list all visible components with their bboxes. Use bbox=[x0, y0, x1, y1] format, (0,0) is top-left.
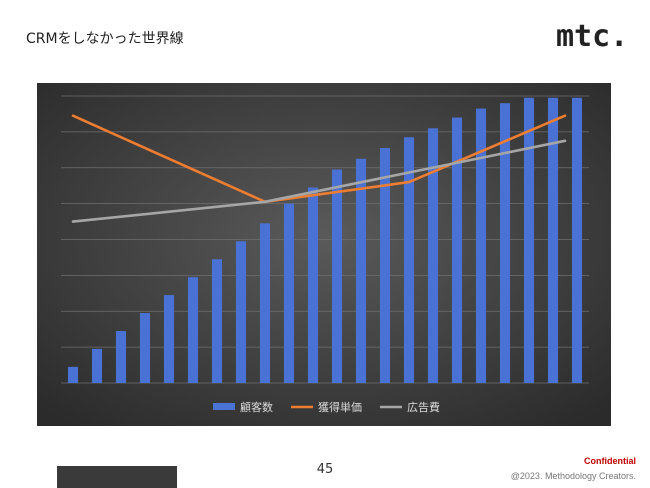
lines bbox=[71, 114, 567, 223]
bar-customers bbox=[499, 103, 511, 384]
bar-customers bbox=[451, 117, 463, 384]
bar-customers bbox=[523, 97, 535, 383]
legend-label-acquisition-cost: 獲得単価 bbox=[318, 400, 362, 414]
bar-customers bbox=[115, 330, 127, 383]
bar-customers bbox=[547, 97, 559, 383]
bar-customers bbox=[163, 295, 175, 383]
bar-customers bbox=[307, 187, 319, 383]
bar-customers bbox=[235, 241, 247, 383]
bar-customers bbox=[91, 348, 103, 383]
confidential-label: Confidential bbox=[584, 456, 636, 466]
legend-label-ad-spend: 広告費 bbox=[407, 400, 440, 414]
bar-customers bbox=[67, 366, 79, 383]
bar-customers bbox=[331, 169, 343, 383]
chart-svg: 顧客数 獲得単価 広告費 bbox=[37, 83, 611, 426]
bar-customers bbox=[403, 137, 415, 383]
bar-customers bbox=[379, 148, 391, 383]
bar-customers bbox=[571, 97, 583, 383]
mtc-logo: mtc. bbox=[556, 19, 629, 54]
bar-customers bbox=[139, 313, 151, 383]
bar-customers bbox=[475, 108, 487, 384]
bar-customers bbox=[211, 259, 223, 383]
bar-customers bbox=[283, 203, 295, 383]
bar-customers bbox=[259, 223, 271, 383]
copyright-text: @2023. Methodology Creators. bbox=[510, 471, 636, 481]
bars-customers bbox=[67, 97, 583, 384]
chart-background bbox=[37, 83, 611, 426]
footer-dark-block bbox=[57, 466, 177, 488]
bar-customers bbox=[187, 277, 199, 383]
page-number: 45 bbox=[316, 462, 334, 477]
legend-key-customers bbox=[213, 403, 235, 410]
combo-chart: 顧客数 獲得単価 広告費 bbox=[37, 83, 611, 426]
bar-customers bbox=[355, 158, 367, 383]
slide-title: CRMをしなかった世界線 bbox=[26, 31, 184, 47]
legend-label-customers: 顧客数 bbox=[240, 400, 273, 414]
legend: 顧客数 獲得単価 広告費 bbox=[213, 400, 440, 414]
bar-customers bbox=[427, 128, 439, 383]
line-ad-spend bbox=[71, 139, 567, 223]
line-acquisition-cost bbox=[71, 114, 567, 204]
